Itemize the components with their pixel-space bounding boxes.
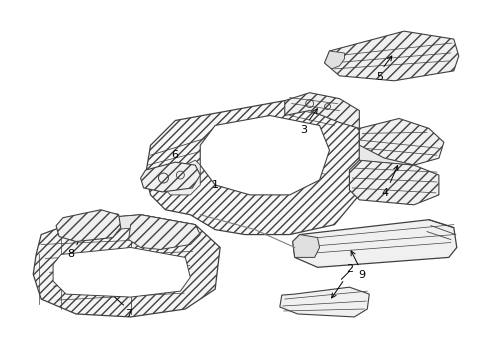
- Polygon shape: [145, 100, 359, 235]
- Polygon shape: [324, 51, 344, 69]
- Polygon shape: [324, 31, 458, 81]
- Text: 3: 3: [300, 125, 306, 135]
- Text: 5: 5: [375, 72, 382, 82]
- Polygon shape: [53, 247, 190, 297]
- Polygon shape: [160, 160, 200, 195]
- Polygon shape: [292, 220, 456, 267]
- Text: 8: 8: [67, 249, 74, 260]
- Polygon shape: [56, 210, 121, 242]
- Text: 4: 4: [381, 188, 388, 198]
- Text: 9: 9: [357, 270, 364, 280]
- Polygon shape: [128, 215, 200, 249]
- Polygon shape: [200, 116, 329, 195]
- Polygon shape: [141, 162, 200, 192]
- Polygon shape: [33, 215, 220, 317]
- Polygon shape: [279, 287, 368, 317]
- Text: 2: 2: [345, 264, 352, 274]
- Text: 6: 6: [170, 150, 178, 160]
- Polygon shape: [284, 93, 359, 129]
- Polygon shape: [292, 235, 319, 257]
- Polygon shape: [359, 118, 443, 165]
- Polygon shape: [81, 215, 195, 238]
- Polygon shape: [349, 160, 438, 205]
- Text: 7: 7: [125, 309, 132, 319]
- Text: 1: 1: [211, 180, 218, 190]
- Polygon shape: [359, 145, 413, 165]
